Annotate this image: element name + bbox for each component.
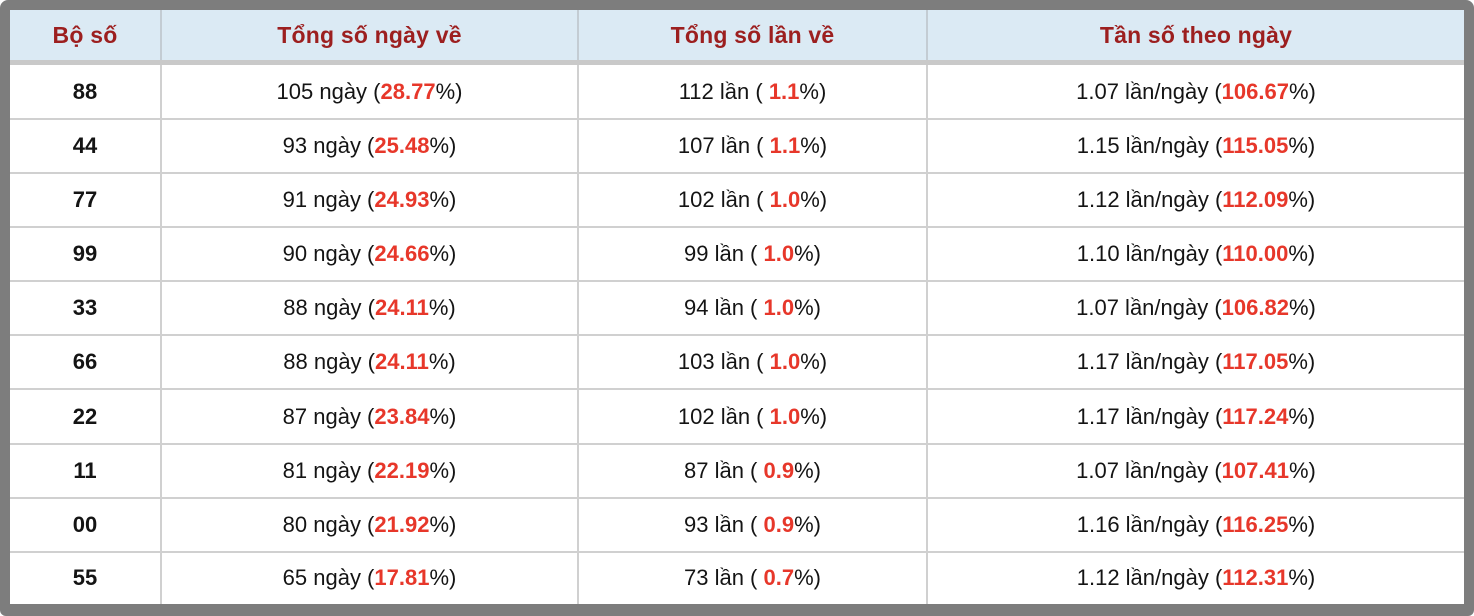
header-row: Bộ số Tổng số ngày về Tổng số lần về Tần… bbox=[10, 10, 1464, 65]
cell-tong-ngay-ve: 81 ngày (22.19%) bbox=[160, 442, 578, 498]
highlight-percentage: 0.7 bbox=[763, 565, 795, 591]
table-row: 66 88 ngày (24.11%) 103 lần ( 1.0%) 1.17 lầ… bbox=[10, 334, 1464, 390]
cell-tong-ngay-ve: 65 ngày (17.81%) bbox=[160, 550, 578, 604]
cell-bo-so: 22 bbox=[10, 388, 161, 444]
cell-tong-ngay-ve: 91 ngày (24.93%) bbox=[160, 172, 578, 228]
cell-tong-lan-ve: 93 lần ( 0.9%) bbox=[577, 496, 927, 552]
cell-bo-so: 00 bbox=[10, 496, 161, 552]
cell-tong-ngay-ve: 105 ngày (28.77%) bbox=[160, 62, 578, 120]
highlight-percentage: 117.24 bbox=[1222, 403, 1289, 429]
table-header: Bộ số Tổng số ngày về Tổng số lần về Tần… bbox=[10, 10, 1464, 65]
table-body: 88 105 ngày (28.77%) 112 lần ( 1.1%) 1.07 l… bbox=[10, 62, 1464, 604]
lottery-pair-stats-table: Bộ số Tổng số ngày về Tổng số lần về Tần… bbox=[10, 10, 1464, 604]
cell-bo-so: 11 bbox=[10, 442, 161, 498]
cell-tong-ngay-ve: 88 ngày (24.11%) bbox=[160, 280, 578, 336]
highlight-percentage: 1.0 bbox=[763, 241, 795, 267]
column-header-tong-ngay-ve: Tổng số ngày về bbox=[160, 10, 578, 65]
highlight-percentage: 21.92 bbox=[374, 511, 430, 537]
highlight-percentage: 112.09 bbox=[1222, 187, 1289, 213]
cell-tong-lan-ve: 94 lần ( 1.0%) bbox=[577, 280, 927, 336]
highlight-percentage: 1.1 bbox=[768, 78, 800, 104]
cell-tan-so: 1.15 lần/ngày (115.05%) bbox=[926, 118, 1464, 174]
cell-tan-so: 1.17 lần/ngày (117.24%) bbox=[926, 388, 1464, 444]
table-row: 99 90 ngày (24.66%) 99 lần ( 1.0%) 1.10 lần… bbox=[10, 226, 1464, 282]
table-row: 33 88 ngày (24.11%) 94 lần ( 1.0%) 1.07 lần… bbox=[10, 280, 1464, 336]
cell-tan-so: 1.07 lần/ngày (106.82%) bbox=[926, 280, 1464, 336]
cell-tan-so: 1.10 lần/ngày (110.00%) bbox=[926, 226, 1464, 282]
highlight-percentage: 25.48 bbox=[374, 133, 430, 159]
highlight-percentage: 24.11 bbox=[375, 295, 429, 321]
cell-tan-so: 1.12 lần/ngày (112.31%) bbox=[926, 550, 1464, 604]
cell-tong-lan-ve: 99 lần ( 1.0%) bbox=[577, 226, 927, 282]
highlight-percentage: 24.93 bbox=[374, 187, 430, 213]
cell-bo-so: 66 bbox=[10, 334, 161, 390]
cell-tong-lan-ve: 107 lần ( 1.1%) bbox=[577, 118, 927, 174]
highlight-percentage: 107.41 bbox=[1221, 457, 1289, 483]
highlight-percentage: 106.67 bbox=[1221, 78, 1289, 104]
highlight-percentage: 115.05 bbox=[1222, 133, 1289, 159]
column-header-tan-so: Tần số theo ngày bbox=[926, 10, 1464, 65]
cell-tong-lan-ve: 102 lần ( 1.0%) bbox=[577, 172, 927, 228]
highlight-percentage: 112.31 bbox=[1222, 565, 1289, 591]
highlight-percentage: 1.0 bbox=[769, 403, 801, 429]
cell-bo-so: 99 bbox=[10, 226, 161, 282]
highlight-percentage: 23.84 bbox=[374, 403, 430, 429]
table-row: 88 105 ngày (28.77%) 112 lần ( 1.1%) 1.07 l… bbox=[10, 62, 1464, 120]
highlight-percentage: 1.1 bbox=[769, 133, 801, 159]
table-row: 77 91 ngày (24.93%) 102 lần ( 1.0%) 1.12 lầ… bbox=[10, 172, 1464, 228]
highlight-percentage: 17.81 bbox=[374, 565, 430, 591]
cell-tong-ngay-ve: 87 ngày (23.84%) bbox=[160, 388, 578, 444]
cell-tan-so: 1.07 lần/ngày (107.41%) bbox=[926, 442, 1464, 498]
highlight-percentage: 110.00 bbox=[1222, 241, 1289, 267]
cell-tong-lan-ve: 87 lần ( 0.9%) bbox=[577, 442, 927, 498]
cell-tong-ngay-ve: 88 ngày (24.11%) bbox=[160, 334, 578, 390]
highlight-percentage: 0.9 bbox=[763, 511, 795, 537]
highlight-percentage: 24.11 bbox=[375, 349, 429, 375]
cell-tong-lan-ve: 112 lần ( 1.1%) bbox=[577, 62, 927, 120]
table-row: 22 87 ngày (23.84%) 102 lần ( 1.0%) 1.17 lầ… bbox=[10, 388, 1464, 444]
highlight-percentage: 22.19 bbox=[374, 457, 430, 483]
highlight-percentage: 116.25 bbox=[1222, 511, 1289, 537]
highlight-percentage: 1.0 bbox=[769, 349, 801, 375]
table-row: 11 81 ngày (22.19%) 87 lần ( 0.9%) 1.07 lần… bbox=[10, 442, 1464, 498]
cell-tong-ngay-ve: 93 ngày (25.48%) bbox=[160, 118, 578, 174]
cell-tan-so: 1.12 lần/ngày (112.09%) bbox=[926, 172, 1464, 228]
cell-tan-so: 1.17 lần/ngày (117.05%) bbox=[926, 334, 1464, 390]
table-row: 00 80 ngày (21.92%) 93 lần ( 0.9%) 1.16 lần… bbox=[10, 496, 1464, 552]
cell-bo-so: 88 bbox=[10, 62, 161, 120]
highlight-percentage: 1.0 bbox=[769, 187, 801, 213]
cell-tong-ngay-ve: 80 ngày (21.92%) bbox=[160, 496, 578, 552]
highlight-percentage: 0.9 bbox=[763, 457, 795, 483]
cell-tan-so: 1.16 lần/ngày (116.25%) bbox=[926, 496, 1464, 552]
highlight-percentage: 1.0 bbox=[763, 295, 795, 321]
cell-bo-so: 44 bbox=[10, 118, 161, 174]
cell-bo-so: 77 bbox=[10, 172, 161, 228]
cell-bo-so: 33 bbox=[10, 280, 161, 336]
cell-tong-lan-ve: 102 lần ( 1.0%) bbox=[577, 388, 927, 444]
column-header-tong-lan-ve: Tổng số lần về bbox=[577, 10, 927, 65]
highlight-percentage: 106.82 bbox=[1221, 295, 1289, 321]
table-row: 44 93 ngày (25.48%) 107 lần ( 1.1%) 1.15 lầ… bbox=[10, 118, 1464, 174]
highlight-percentage: 24.66 bbox=[374, 241, 430, 267]
cell-bo-so: 55 bbox=[10, 550, 161, 604]
column-header-bo-so: Bộ số bbox=[10, 10, 161, 65]
table-row: 55 65 ngày (17.81%) 73 lần ( 0.7%) 1.12 lần… bbox=[10, 550, 1464, 604]
highlight-percentage: 117.05 bbox=[1222, 349, 1289, 375]
highlight-percentage: 28.77 bbox=[380, 78, 436, 104]
cell-tong-lan-ve: 103 lần ( 1.0%) bbox=[577, 334, 927, 390]
cell-tan-so: 1.07 lần/ngày (106.67%) bbox=[926, 62, 1464, 120]
cell-tong-ngay-ve: 90 ngày (24.66%) bbox=[160, 226, 578, 282]
cell-tong-lan-ve: 73 lần ( 0.7%) bbox=[577, 550, 927, 604]
